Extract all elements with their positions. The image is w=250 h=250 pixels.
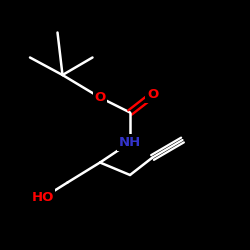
Text: O: O [94,91,106,104]
Text: NH: NH [119,136,141,149]
Text: HO: HO [31,191,54,204]
Text: O: O [147,88,158,102]
